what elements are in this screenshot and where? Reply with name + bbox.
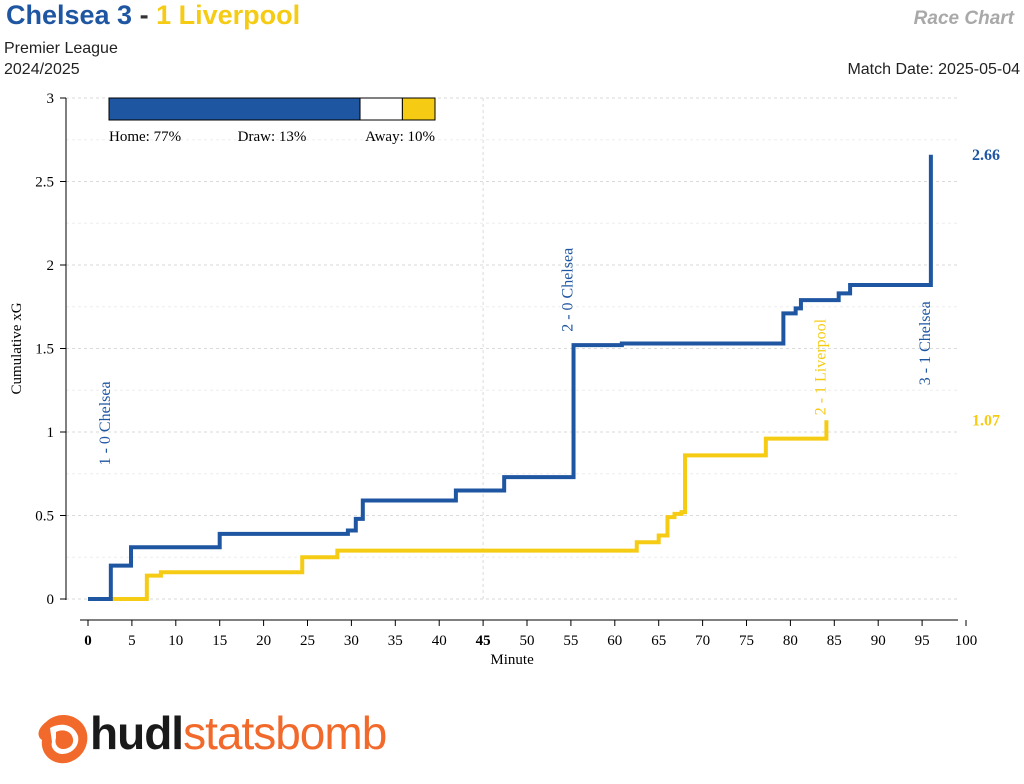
- goal-annotation: 2 - 0 Chelsea: [560, 248, 577, 332]
- x-tick-label: 60: [607, 633, 622, 649]
- away-final-xg-label: 1.07: [972, 412, 1000, 429]
- x-axis-label: Minute: [490, 652, 534, 668]
- title-separator: -: [139, 0, 149, 30]
- x-tick-label: 95: [915, 633, 930, 649]
- goal-annotation: 2 - 1 Liverpool: [812, 318, 829, 415]
- x-tick-label: 20: [256, 633, 271, 649]
- x-tick-label: 5: [128, 633, 136, 649]
- x-tick-label: 45: [476, 633, 491, 649]
- x-tick-label: 0: [84, 633, 92, 649]
- goal-annotation: 1 - 0 Chelsea: [97, 381, 114, 465]
- draw-probability-bar: [359, 97, 403, 121]
- brand-hudl: hudl: [90, 707, 184, 759]
- draw-probability-label: Draw: 13%: [238, 129, 307, 145]
- season-label: 2024/2025: [4, 61, 80, 78]
- x-tick-label: 10: [168, 633, 183, 649]
- x-tick-label: 40: [432, 633, 447, 649]
- y-tick-label: 1.5: [35, 342, 54, 358]
- home-xg-line: [88, 154, 933, 601]
- home-probability-bar: [108, 97, 361, 121]
- x-tick-label: 35: [388, 633, 403, 649]
- match-title: Chelsea 3 - 1 Liverpool: [6, 0, 300, 31]
- x-tick-label: 90: [871, 633, 886, 649]
- statsbomb-logo-icon: [38, 715, 88, 764]
- away-probability-bar: [401, 97, 436, 121]
- x-tick-label: 80: [783, 633, 798, 649]
- competition-name: Premier League: [4, 40, 118, 57]
- y-tick-label: 2: [47, 258, 55, 274]
- home-final-xg-label: 2.66: [972, 147, 1000, 164]
- x-tick-label: 55: [563, 633, 578, 649]
- x-tick-label: 85: [827, 633, 842, 649]
- y-tick-label: 3: [47, 91, 55, 107]
- away-probability-label: Away: 10%: [365, 129, 435, 145]
- x-tick-label: 30: [344, 633, 359, 649]
- y-tick-label: 0: [47, 592, 55, 608]
- x-tick-label: 100: [955, 633, 978, 649]
- x-tick-label: 50: [520, 633, 535, 649]
- home-team-score: Chelsea 3: [6, 0, 133, 30]
- home-probability-label: Home: 77%: [109, 129, 181, 145]
- chart-kind-label: Race Chart: [913, 8, 1014, 29]
- away-xg-line: [88, 420, 829, 601]
- x-tick-label: 25: [300, 633, 315, 649]
- x-tick-label: 15: [212, 633, 227, 649]
- y-tick-label: 1: [47, 425, 55, 441]
- goal-annotation: 3 - 1 Chelsea: [917, 301, 934, 385]
- brand-wordmark: hudlstatsbomb: [90, 706, 387, 760]
- y-tick-label: 2.5: [35, 175, 54, 191]
- y-axis-label: Cumulative xG: [9, 302, 25, 394]
- x-tick-label: 75: [739, 633, 754, 649]
- brand-statsbomb: statsbomb: [183, 707, 387, 759]
- y-tick-label: 0.5: [35, 509, 54, 525]
- away-team-score: 1 Liverpool: [156, 0, 301, 30]
- race-chart: 00.511.522.530 5 10 15 20 25 30 35 40 45 50 55 60 65 7…: [9, 91, 1000, 668]
- x-tick-label: 65: [651, 633, 666, 649]
- match-date: Match Date: 2025-05-04: [847, 61, 1020, 78]
- x-tick-label: 70: [695, 633, 710, 649]
